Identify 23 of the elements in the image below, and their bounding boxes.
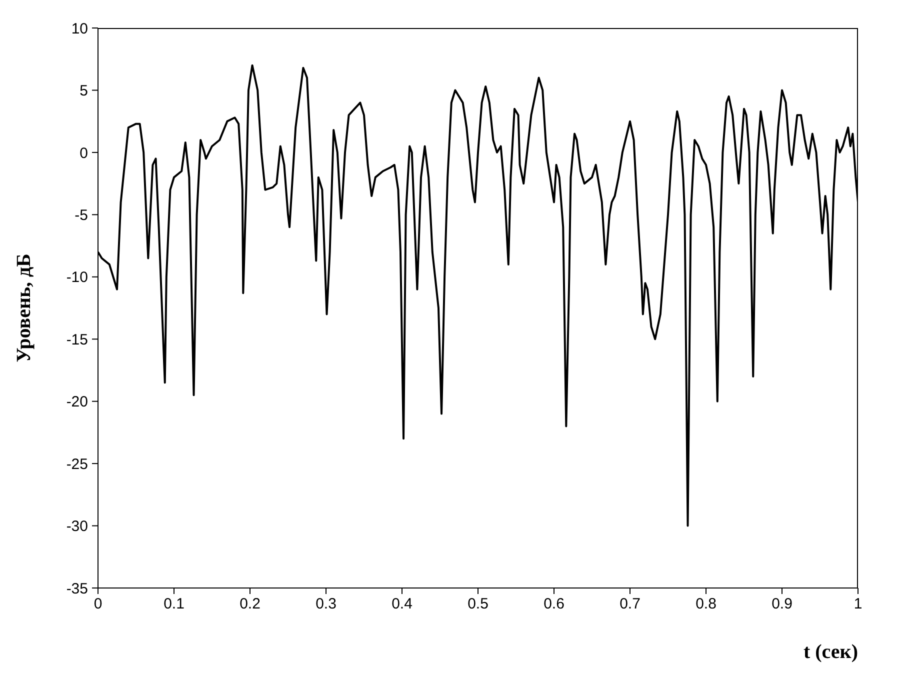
y-tick-label: -20 [66,394,88,411]
x-tick-label: 0.5 [468,596,488,613]
y-tick-label: 5 [80,82,88,100]
y-tick-label: 0 [80,144,88,162]
y-axis-title: Уровень, дБ [13,254,36,362]
x-tick-label: 0.8 [696,596,716,613]
x-tick-label: 0.6 [544,596,564,613]
x-tick-label: 0.7 [620,596,640,613]
y-tick-label: -25 [66,456,88,473]
x-tick-label: 1 [854,596,862,613]
y-tick-label: -35 [66,580,88,598]
y-tick-label: -15 [66,331,88,348]
x-tick-label: 0.4 [392,596,412,613]
y-tick-label: 10 [71,20,88,38]
x-tick-label: 0.1 [164,596,184,613]
x-axis-title: t (сек) [803,641,858,663]
x-tick-label: 0 [94,596,102,613]
y-tick-label: -10 [66,269,88,286]
x-tick-label: 0.9 [772,596,792,613]
x-tick-label: 0.2 [240,596,260,613]
y-tick-label: -30 [66,518,88,536]
x-tick-label: 0.3 [316,596,336,613]
y-tick-label: -5 [74,206,88,224]
